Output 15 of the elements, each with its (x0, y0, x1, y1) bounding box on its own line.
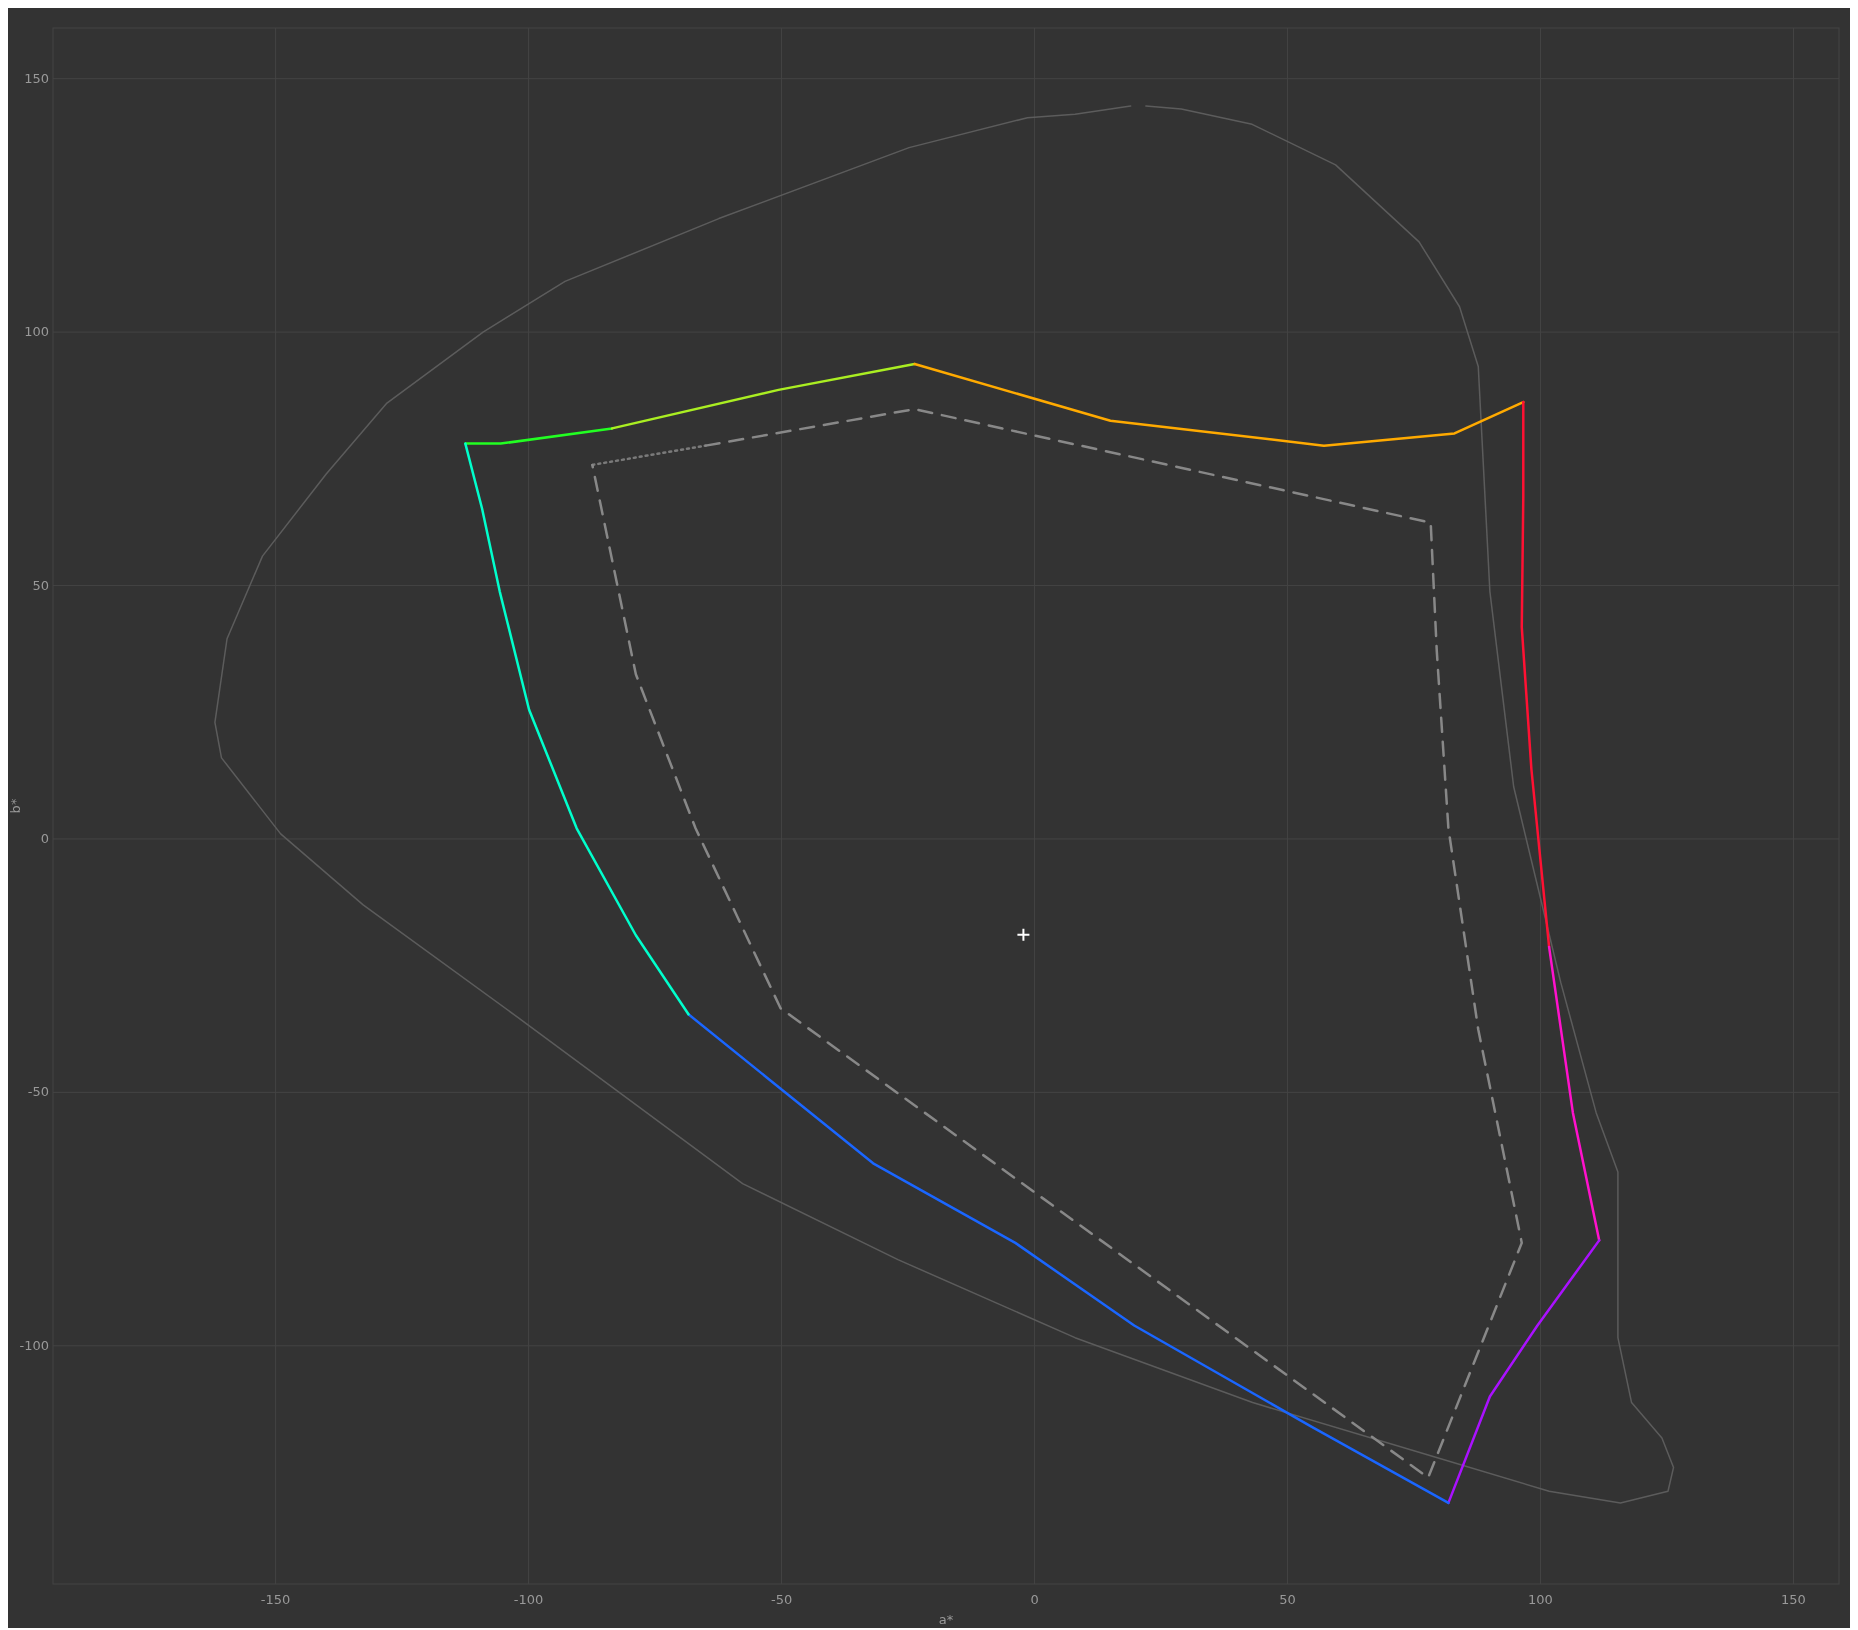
y-axis-title: b* (8, 798, 23, 814)
x-tick-label: 0 (1030, 1592, 1039, 1607)
y-tick-label: 50 (32, 577, 49, 593)
y-tick-label: 150 (24, 70, 49, 86)
x-axis-title: a* (938, 1612, 954, 1627)
x-tick-label: -100 (513, 1592, 544, 1607)
y-tick-label: 100 (24, 324, 49, 340)
y-tick-label: 0 (40, 830, 49, 846)
y-tick-label: -50 (27, 1084, 49, 1100)
x-tick-label: 50 (1279, 1592, 1296, 1607)
x-tick-label: 100 (1528, 1592, 1553, 1607)
x-tick-label: -50 (770, 1592, 793, 1607)
x-tick-label: 150 (1781, 1592, 1806, 1607)
x-tick-label: -150 (260, 1592, 291, 1607)
y-tick-label: -100 (19, 1337, 49, 1353)
